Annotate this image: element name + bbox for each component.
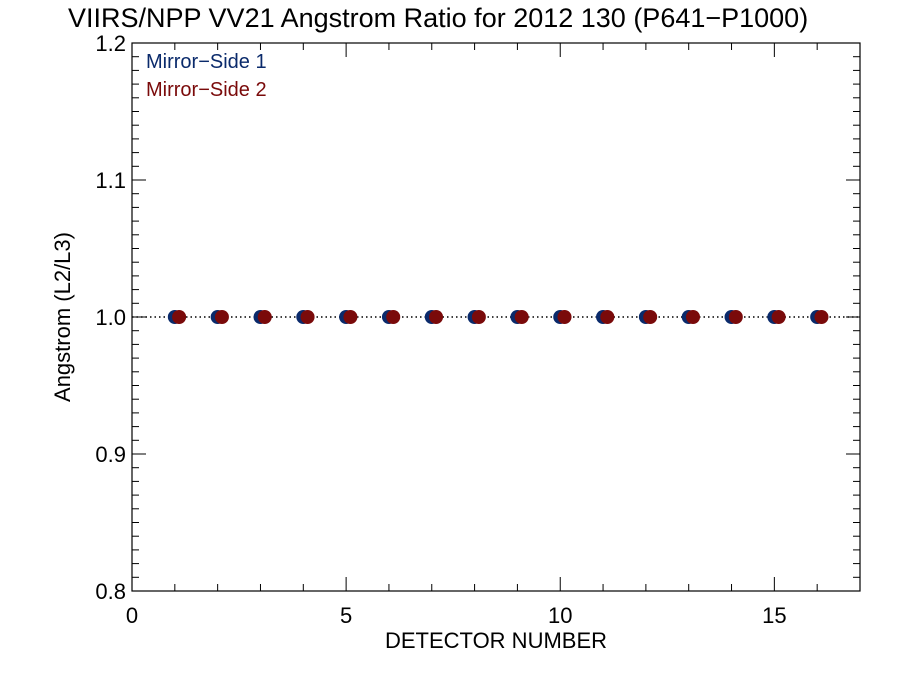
series-2-point [172,310,187,324]
series-2-point [386,310,401,324]
y-axis-label: Angstrom (L2/L3) [50,232,75,402]
y-tick-label: 0.9 [95,442,126,467]
series-2-point [643,310,658,324]
series-2-point [471,310,486,324]
series-2-point [257,310,272,324]
series-2-point [814,310,829,324]
series-2-point [600,310,615,324]
series-2-point [557,310,572,324]
series-2-point [214,310,229,324]
data-markers [167,310,829,324]
series-2-point [514,310,529,324]
y-tick-label: 1.2 [95,31,126,56]
y-tick-label: 1.0 [95,305,126,330]
series-2-point [300,310,315,324]
x-tick-label: 5 [340,603,352,628]
legend: Mirror−Side 1 Mirror−Side 2 [146,51,267,101]
x-tick-label: 15 [762,603,786,628]
legend-entry-1: Mirror−Side 1 [146,51,267,73]
chart-title: VIIRS/NPP VV21 Angstrom Ratio for 2012 1… [68,3,808,33]
series-2-point [343,310,358,324]
x-axis-label: DETECTOR NUMBER [385,628,607,653]
series-2-point [728,310,743,324]
axis-ticks [131,42,861,592]
tick-labels: 0 5 10 15 0.8 0.9 1.0 1.1 1.2 [95,31,786,628]
y-tick-label: 0.8 [95,579,126,604]
x-tick-label: 10 [548,603,572,628]
series-2-point [685,310,700,324]
legend-entry-2: Mirror−Side 2 [146,79,267,101]
x-tick-label: 0 [126,603,138,628]
y-tick-label: 1.1 [95,168,126,193]
series-2-point [429,310,444,324]
series-2-point [771,310,786,324]
